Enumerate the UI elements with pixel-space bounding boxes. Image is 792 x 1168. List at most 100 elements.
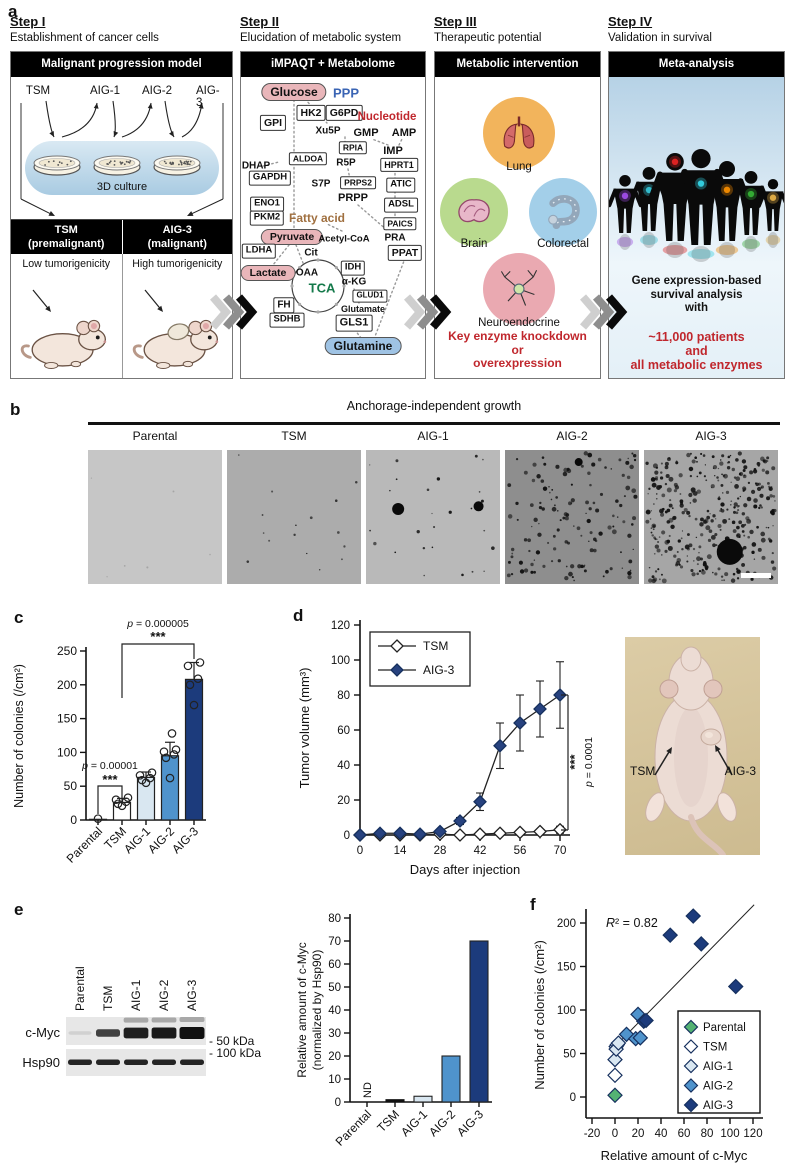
data-point	[111, 795, 121, 805]
step-4-header: Meta-analysis	[609, 52, 784, 77]
colony-dot	[767, 526, 770, 529]
colony-dot	[551, 489, 554, 491]
image-background	[505, 450, 639, 584]
colony-dot	[758, 506, 761, 510]
colony-dot	[559, 519, 562, 522]
colony-dot	[556, 528, 560, 532]
colony-dot	[726, 466, 731, 470]
colony-dot	[426, 488, 430, 492]
p-value-label: p = 0.000005	[126, 618, 189, 630]
colony-dot	[629, 464, 634, 470]
colony-dot	[700, 517, 704, 522]
colony-dot	[548, 486, 550, 488]
colony-dot	[588, 507, 592, 511]
colony-dot	[686, 560, 689, 563]
curved-arrow	[112, 100, 116, 138]
pathway-node-PRPP: PRPP	[338, 192, 368, 204]
colony-dot	[422, 546, 426, 550]
colony-dot	[712, 514, 716, 518]
x-axis-title: Relative amount of c-Myc	[601, 1148, 748, 1163]
colony-dot	[675, 461, 679, 465]
colony-dot	[736, 569, 741, 574]
colony-dot	[652, 528, 655, 531]
colony-dot	[698, 551, 700, 554]
colony-dot	[771, 510, 775, 515]
colony-dot	[591, 462, 596, 467]
colony-dot	[696, 563, 699, 566]
bar-TSM	[385, 1099, 405, 1103]
colony-dot	[563, 467, 568, 473]
colony-dot	[146, 566, 149, 569]
colony-dot	[627, 457, 629, 460]
legend-label-AIG-3: AIG-3	[703, 1100, 733, 1112]
colony-dot	[660, 573, 663, 576]
y-tick-label: 200	[557, 918, 576, 930]
colony-dot	[746, 518, 752, 524]
colony-dot	[656, 485, 661, 490]
step-3-column: Step III Therapeutic potential Metabolic…	[434, 14, 601, 379]
colony-dot	[726, 508, 729, 511]
y-tick-label: 20	[337, 795, 350, 807]
legend-marker	[683, 1097, 699, 1113]
colony-dot	[626, 475, 631, 480]
step-4-column: Step IV Validation in survival Meta-anal…	[608, 14, 785, 379]
colony-dot	[482, 458, 484, 461]
colony-dot	[706, 515, 711, 520]
colony-dot	[318, 569, 321, 571]
colony-dot	[170, 163, 173, 166]
colony-dot	[163, 160, 166, 163]
panel-a-label: a	[8, 2, 18, 21]
organ-dot	[769, 194, 777, 201]
x-category-label: Parental	[64, 824, 106, 866]
colony-dot	[747, 535, 751, 539]
colony-dot	[483, 570, 485, 572]
colony-dot	[568, 501, 572, 506]
colony-dot	[719, 459, 722, 461]
arrowhead	[48, 210, 55, 216]
colony-dot	[609, 567, 613, 571]
colony-dot	[763, 459, 768, 464]
colony-dot	[553, 547, 557, 551]
colony-dot	[759, 504, 762, 507]
x-category-label: AIG-2	[426, 1107, 458, 1139]
colony-dot	[668, 476, 674, 482]
colony-dot	[666, 539, 671, 544]
lane-label-AIG-3: AIG-3	[185, 979, 199, 1011]
colony-dot	[699, 522, 704, 527]
colony-dot	[584, 564, 586, 566]
blot-band-cmyc	[68, 1031, 92, 1035]
colony-dot	[753, 467, 757, 471]
colony-dot	[113, 164, 116, 166]
mouse-foot	[717, 792, 737, 822]
colony-dot	[714, 518, 717, 520]
colony-dot	[523, 568, 529, 573]
colony-dot	[623, 495, 626, 498]
colony-dot	[651, 523, 657, 529]
data-point-TSM	[473, 827, 487, 842]
arrow-line	[20, 198, 53, 216]
data-point-AIG-3	[353, 828, 367, 842]
reflection	[616, 237, 634, 247]
colony-dot	[172, 162, 175, 165]
microscopy-image-AIG-2	[505, 450, 639, 589]
colony-dot	[268, 539, 271, 542]
intervention-note-line: overexpression	[473, 356, 562, 370]
colony-dot	[717, 479, 720, 482]
colony-dot	[656, 538, 658, 541]
colony-dot	[538, 506, 543, 510]
colony-dot	[530, 562, 534, 567]
colony-dot	[711, 455, 715, 459]
p-value-label: p = 0.00001	[81, 760, 138, 772]
colony-dot	[768, 487, 772, 491]
colony-dot	[729, 503, 732, 506]
colony-dot	[621, 567, 624, 569]
colony-dot	[706, 554, 712, 560]
colony-dot	[742, 469, 746, 473]
colony-dot	[666, 487, 672, 493]
chevron-glyphs	[403, 294, 452, 330]
reflection	[662, 245, 688, 255]
cancer-types-diagram: Lung Brain Colorectal Neuroendocrine Key enz…	[435, 77, 600, 378]
colony-dot	[771, 466, 776, 471]
mouse-shading	[674, 707, 708, 807]
colony-dot	[703, 519, 707, 524]
